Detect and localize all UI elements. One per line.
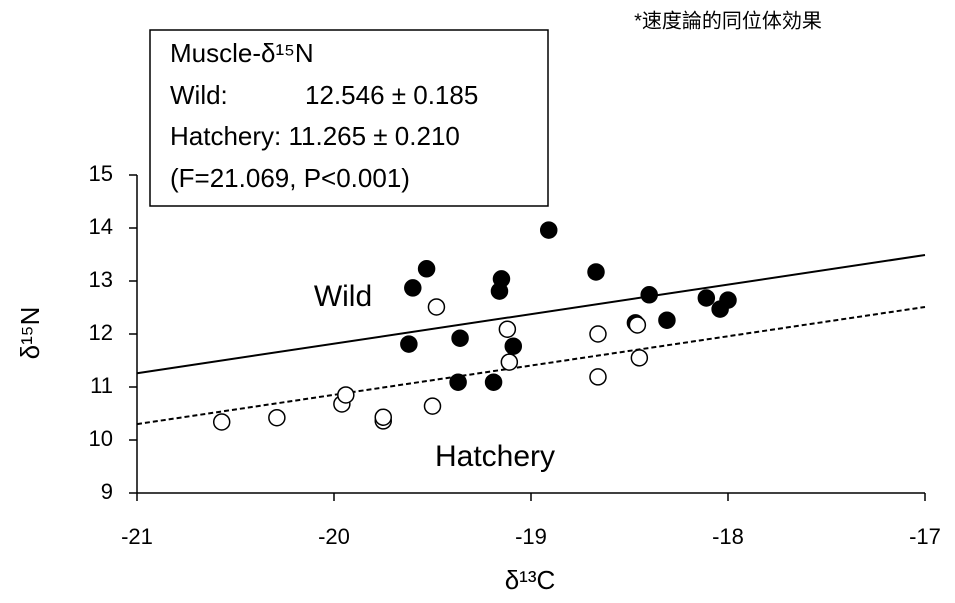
stats-text: 12.546 ± 0.185 [305, 80, 478, 110]
point [417, 260, 436, 278]
series-label: Hatchery [435, 440, 555, 473]
point [212, 413, 231, 431]
point [697, 289, 716, 307]
point [451, 329, 469, 347]
stats-text: (F=21.069, P<0.001) [170, 163, 410, 193]
point [719, 291, 737, 309]
x-tick-label: -17 [909, 524, 941, 549]
point [490, 282, 509, 300]
stats-text: Muscle-δ¹⁵N [170, 38, 314, 68]
point [427, 298, 446, 316]
point [630, 349, 649, 367]
point [268, 408, 286, 427]
y-axis-label: δ¹⁵N [15, 307, 45, 360]
series-label: Wild [314, 280, 372, 313]
point [449, 373, 467, 391]
y-tick-label: 15 [89, 161, 113, 186]
point [539, 221, 558, 239]
point [374, 408, 392, 426]
x-tick-label: -20 [318, 524, 350, 549]
point [504, 337, 523, 355]
fit-line [136, 305, 926, 426]
x-axis-label: δ¹³C [505, 565, 556, 595]
stats-text: Wild: [170, 80, 228, 110]
y-tick-label: 12 [89, 320, 113, 345]
point [587, 263, 605, 281]
note: *速度論的同位体効果 [634, 9, 822, 32]
point [658, 311, 676, 329]
y-tick-label: 10 [89, 426, 113, 451]
x-tick-label: -19 [515, 524, 547, 549]
y-tick-label: 13 [89, 267, 113, 292]
point [404, 279, 422, 297]
point [500, 353, 519, 371]
y-tick-label: 9 [101, 479, 113, 504]
point [589, 368, 607, 386]
point [400, 335, 418, 353]
stats-text: Hatchery: 11.265 ± 0.210 [170, 121, 460, 151]
point [337, 386, 355, 404]
y-tick-label: 11 [90, 373, 113, 398]
x-tick-label: -21 [121, 524, 153, 549]
point [589, 325, 607, 343]
x-tick-label: -18 [712, 524, 744, 549]
point [484, 373, 503, 391]
point [498, 320, 517, 338]
point [640, 286, 658, 304]
y-tick-label: 14 [89, 214, 113, 239]
fit-line [136, 254, 926, 375]
point [423, 397, 442, 415]
point [628, 316, 647, 334]
stats-box [149, 29, 549, 207]
